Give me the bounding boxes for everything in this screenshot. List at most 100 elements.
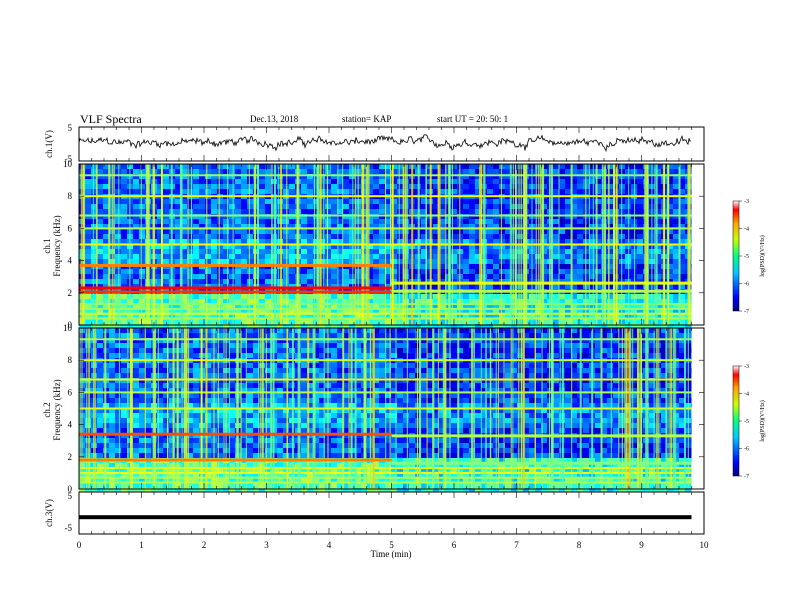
spectrogram-cell (337, 224, 343, 229)
spectrogram-cell (631, 209, 637, 214)
spectrogram-cell (565, 219, 571, 224)
spectrogram-cell (421, 164, 427, 169)
spectrogram-cell (475, 299, 481, 304)
spectrogram-cell (157, 209, 163, 214)
spectrogram-cell (559, 179, 565, 184)
spectrogram-cell (205, 328, 211, 333)
spectrogram-cell (595, 189, 601, 194)
spectrogram-cell (571, 219, 577, 224)
spectrogram-cell (229, 328, 235, 333)
spectrogram-cell (217, 338, 223, 343)
spectrogram-cell (331, 299, 337, 304)
spectrogram-cell (217, 249, 223, 254)
spectrogram-cell (673, 294, 679, 299)
spectrogram-cell (205, 254, 211, 259)
spectrogram-cell (241, 388, 247, 393)
spectrogram-sferic (352, 164, 354, 325)
spectrogram-cell (241, 244, 247, 249)
spectrogram-cell (289, 204, 295, 209)
spectrogram-cell (343, 224, 349, 229)
spectrogram-cell (265, 269, 271, 274)
spectrogram-cell (217, 388, 223, 393)
spectrogram-cell (571, 259, 577, 264)
spectrogram-cell (463, 189, 469, 194)
spectrogram-cell (115, 304, 121, 309)
spectrogram-cell (97, 224, 103, 229)
spectrogram-cell (181, 244, 187, 249)
spectrogram-cell (115, 224, 121, 229)
spectrogram-cell (463, 169, 469, 174)
spectrogram-cell (175, 319, 181, 324)
spectrogram-cell (253, 453, 259, 458)
spectrogram-cell (217, 473, 223, 478)
spectrogram-cell (469, 189, 475, 194)
spectrogram-line (79, 290, 392, 294)
spectrogram-sferic (82, 164, 85, 325)
spectrogram-cell (679, 269, 685, 274)
spectrogram-cell (253, 383, 259, 388)
spectrogram-cell (463, 164, 469, 169)
spectrogram-cell (511, 189, 517, 194)
spectrogram-sferic (445, 164, 447, 325)
spectrogram-cell (181, 169, 187, 174)
spectrogram-cell (559, 324, 565, 329)
spectrogram-cell (181, 234, 187, 239)
spectrogram-sferic (297, 164, 299, 325)
spectrogram-cell (103, 294, 109, 299)
spectrogram-cell (385, 304, 391, 309)
spectrogram-cell (133, 428, 139, 433)
spectrogram-cell (313, 279, 319, 284)
spectrogram-cell (103, 314, 109, 319)
spectrogram-cell (589, 259, 595, 264)
spectrogram-cell (133, 373, 139, 378)
spectrogram-cell (193, 209, 199, 214)
spectrogram-cell (571, 279, 577, 284)
spectrogram-cell (199, 259, 205, 264)
spectrogram-cell (217, 184, 223, 189)
spectrogram-cell (79, 488, 85, 493)
spectrogram-cell (451, 229, 457, 234)
spectrogram-cell (679, 219, 685, 224)
spectrogram-sferic (451, 164, 453, 325)
spectrogram-cell (637, 304, 643, 309)
spectrogram-cell (625, 324, 631, 329)
spectrogram-cell (193, 338, 199, 343)
spectrogram-cell (115, 319, 121, 324)
spectrogram-cell (133, 324, 139, 329)
spectrogram-cell (265, 398, 271, 403)
spectrogram-sferic (342, 164, 344, 325)
spectrogram-cell (187, 239, 193, 244)
spectrogram-cell (277, 199, 283, 204)
spectrogram-cell (187, 279, 193, 284)
spectrogram-cell (103, 204, 109, 209)
spectrogram-cell (499, 189, 505, 194)
spectrogram-cell (367, 229, 373, 234)
spectrogram-cell (553, 234, 559, 239)
spectrogram-cell (145, 343, 151, 348)
spectrogram-cell (283, 483, 289, 488)
spectrogram-cell (139, 239, 145, 244)
spectrogram-cell (79, 319, 85, 324)
spectrogram-cell (139, 398, 145, 403)
spectrogram-cell (355, 324, 361, 329)
spectrogram-cell (205, 338, 211, 343)
spectrogram-cell (157, 393, 163, 398)
spectrogram-cell (445, 224, 451, 229)
spectrogram-cell (133, 184, 139, 189)
spectrogram-cell (451, 199, 457, 204)
spectrogram-cell (193, 314, 199, 319)
spectrogram-cell (229, 373, 235, 378)
spectrogram-cell (211, 219, 217, 224)
spectrogram-cell (121, 294, 127, 299)
spectrogram-cell (277, 174, 283, 179)
spectrogram-cell (607, 164, 613, 169)
spectrogram-cell (289, 224, 295, 229)
spectrogram-cell (277, 299, 283, 304)
spectrogram-cell (115, 239, 121, 244)
spectrogram-cell (157, 319, 163, 324)
spectrogram-cell (181, 299, 187, 304)
spectrogram-cell (121, 388, 127, 393)
spectrogram-cell (379, 189, 385, 194)
spectrogram-cell (193, 254, 199, 259)
